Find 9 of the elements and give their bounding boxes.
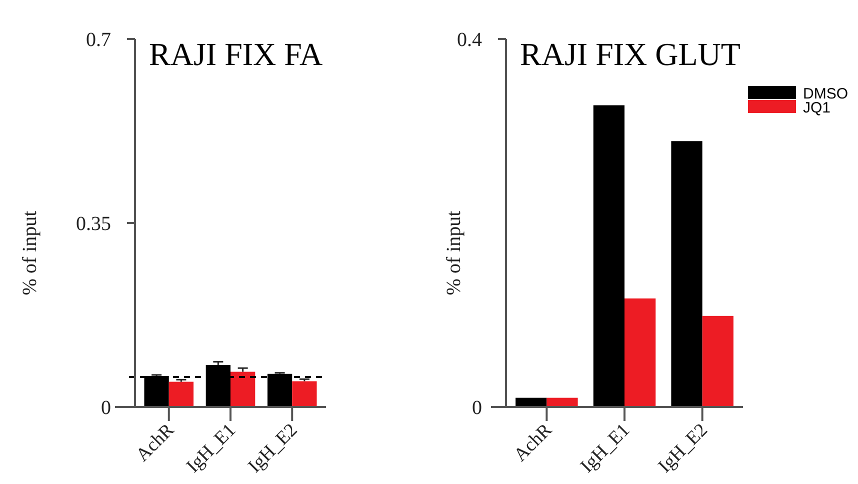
- y-tick-label: 0: [101, 397, 111, 419]
- y-tick-label: 0: [472, 397, 482, 419]
- chart-title: RAJI FIX GLUT: [520, 36, 741, 72]
- chart-title: RAJI FIX FA: [149, 36, 323, 72]
- y-tick-label: 0.35: [76, 213, 111, 235]
- y-tick-label: 0.4: [457, 29, 482, 51]
- y-tick-label: 0.7: [86, 29, 111, 51]
- y-axis-title: % of input: [19, 210, 41, 296]
- y-axis-title: % of input: [443, 210, 465, 296]
